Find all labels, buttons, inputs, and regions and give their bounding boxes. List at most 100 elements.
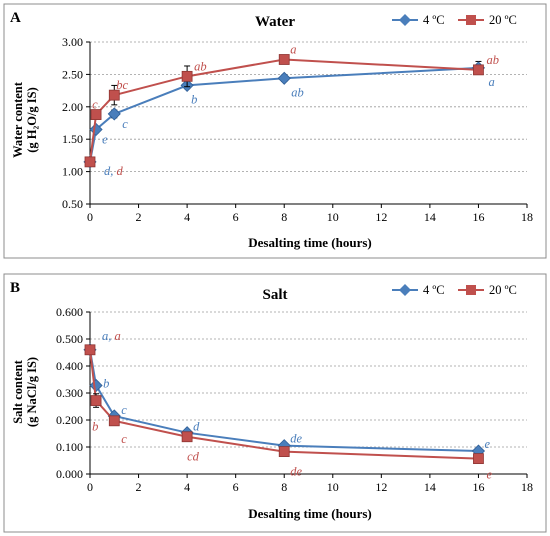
significance-letter: cd: [187, 450, 200, 464]
x-tick-label: 2: [136, 480, 142, 494]
significance-letter-x0: a, a: [102, 329, 121, 343]
data-point: [84, 344, 96, 356]
data-point: [473, 64, 484, 76]
significance-letter: e: [484, 437, 490, 451]
significance-letter: b: [92, 420, 98, 434]
series-line: [89, 349, 479, 453]
legend-marker: [466, 15, 476, 25]
y-tick-label: 0.600: [56, 305, 83, 319]
x-tick-label: 0: [87, 480, 93, 494]
y-tick-label: 1.00: [62, 165, 83, 179]
significance-letter: c: [121, 432, 127, 446]
chart-panel-a: 0.50 1.00 1.50 2.00 2.50 3.00 0 2 4 6 8 10 12 14 16 18 W…: [3, 3, 547, 259]
y-tick-label: 0.50: [62, 197, 83, 211]
legend-label: 4 ºC: [423, 283, 445, 297]
series-line: [89, 349, 479, 460]
y-tick-label: 0.400: [56, 359, 83, 373]
panel-frame: [3, 273, 547, 533]
significance-letter: bc: [116, 78, 128, 92]
x-axis-label: Desalting time (hours): [248, 506, 372, 521]
y-tick-label: 2.50: [62, 67, 83, 81]
significance-letter: e: [102, 132, 108, 146]
data-point: [277, 71, 291, 85]
data-point: [107, 107, 121, 121]
y-tick-label: 0.000: [56, 467, 83, 481]
significance-letter-part: a,: [102, 329, 115, 343]
data-point: [181, 431, 193, 443]
legend-marker: [399, 284, 411, 296]
significance-letter: c: [92, 98, 98, 112]
data-point: [90, 109, 102, 120]
y-tick-label: 0.200: [56, 413, 83, 427]
y-axis-label-line: (g NaCl/g IS): [25, 357, 39, 427]
chart-title: Salt: [262, 287, 287, 303]
data-point: [181, 70, 193, 82]
y-axis-label: Water content(g H₂O/g IS): [11, 81, 39, 158]
significance-letter: c: [122, 117, 128, 131]
x-tick-label: 0: [87, 210, 93, 224]
x-tick-label: 12: [375, 480, 387, 494]
significance-letter: d: [193, 420, 200, 434]
significance-letter-x0: d, d: [104, 164, 124, 178]
significance-letter-part: a: [115, 329, 121, 343]
significance-letter: a: [488, 75, 494, 89]
y-tick-label: 0.500: [56, 332, 83, 346]
x-tick-label: 16: [472, 480, 484, 494]
significance-letter: b: [191, 92, 197, 106]
legend-label: 20 ºC: [489, 13, 517, 27]
data-point: [473, 453, 484, 465]
significance-letter: e: [486, 468, 492, 482]
significance-letter: ab: [194, 59, 207, 73]
data-point: [108, 89, 120, 101]
legend-marker: [399, 14, 411, 26]
x-tick-label: 6: [233, 210, 239, 224]
y-tick-label: 3.00: [62, 35, 83, 49]
y-tick-label: 1.50: [62, 132, 83, 146]
x-tick-label: 14: [424, 480, 436, 494]
legend-label: 4 ºC: [423, 13, 445, 27]
significance-letter-part: d: [117, 164, 124, 178]
data-point: [108, 415, 120, 427]
y-axis-label-line: Salt content: [11, 359, 25, 423]
data-point: [90, 395, 102, 406]
x-axis-label: Desalting time (hours): [248, 235, 372, 250]
series-line: [89, 58, 479, 163]
y-axis-label-line: Water content: [11, 81, 25, 158]
significance-letter-part: d,: [104, 164, 117, 178]
x-tick-label: 4: [184, 210, 190, 224]
significance-letter: de: [290, 432, 302, 446]
legend: 4 ºC 20 ºC: [392, 283, 517, 297]
y-tick-label: 0.300: [56, 386, 83, 400]
y-tick-label: 2.00: [62, 100, 83, 114]
x-tick-label: 2: [136, 210, 142, 224]
significance-letter: b: [103, 376, 109, 390]
data-point: [278, 446, 290, 457]
x-tick-label: 18: [521, 480, 533, 494]
y-axis-label-line: (g H₂O/g IS): [25, 87, 39, 153]
significance-letter: de: [290, 465, 302, 479]
panel-letter: B: [10, 280, 20, 296]
y-tick-label: 0.100: [56, 440, 83, 454]
x-tick-label: 8: [281, 480, 287, 494]
x-tick-label: 10: [327, 210, 339, 224]
x-tick-label: 16: [472, 210, 484, 224]
significance-letter: ab: [486, 53, 499, 67]
legend-marker: [466, 285, 476, 295]
x-tick-label: 6: [233, 480, 239, 494]
x-tick-label: 10: [327, 480, 339, 494]
data-point: [278, 54, 290, 65]
legend-label: 20 ºC: [489, 283, 517, 297]
chart-panel-b: 0.000 0.100 0.200 0.300 0.400 0.500 0.600 0 2 4 6 8…: [3, 273, 547, 533]
chart-title: Water: [255, 14, 295, 30]
significance-letter: c: [121, 403, 127, 417]
panel-letter: A: [10, 10, 21, 26]
data-point: [84, 156, 96, 168]
x-tick-label: 12: [375, 210, 387, 224]
x-tick-label: 8: [281, 210, 287, 224]
x-tick-label: 4: [184, 480, 190, 494]
significance-letter: ab: [291, 85, 304, 99]
legend: 4 ºC 20 ºC: [392, 13, 517, 27]
